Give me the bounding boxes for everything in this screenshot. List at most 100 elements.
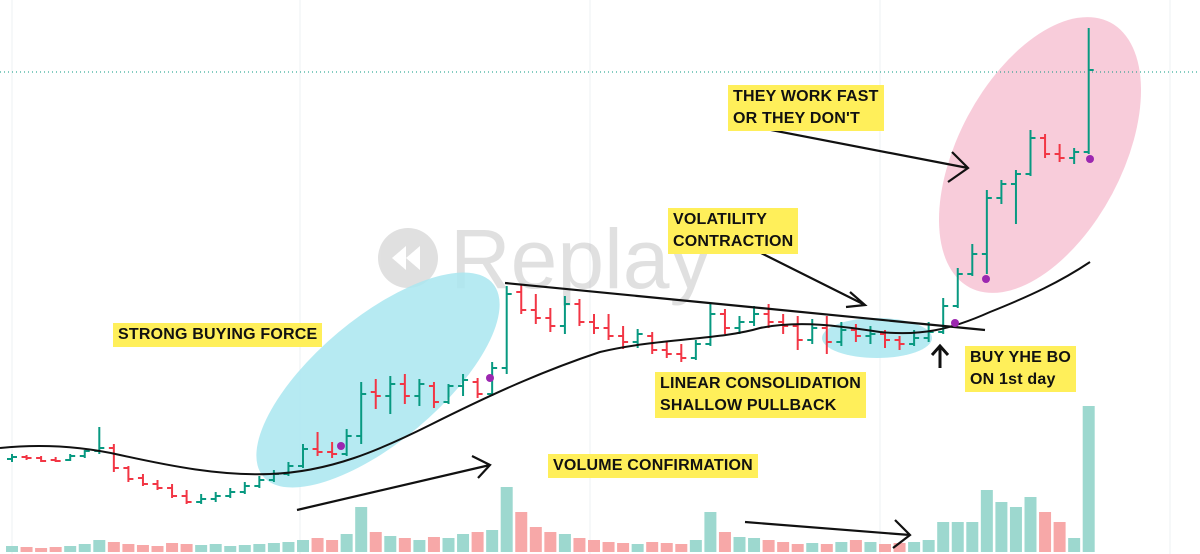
signal-dot bbox=[982, 275, 990, 283]
volume-bar bbox=[93, 540, 106, 552]
volume-bar bbox=[282, 542, 295, 552]
volume-bar bbox=[35, 548, 48, 552]
volume-bar bbox=[369, 532, 382, 552]
volume-bar bbox=[340, 534, 353, 552]
volume-bar bbox=[849, 540, 862, 552]
volume-bar bbox=[762, 540, 775, 552]
signal-dots bbox=[337, 155, 1094, 450]
volume-bar bbox=[777, 542, 790, 552]
volume-bar bbox=[864, 542, 877, 552]
annotation: VOLATILITY CONTRACTION bbox=[668, 208, 799, 254]
annotation: THEY WORK FAST OR THEY DON'T bbox=[728, 85, 884, 131]
annotation: VOLUME CONFIRMATION bbox=[548, 454, 758, 478]
volume-bar bbox=[209, 544, 222, 552]
annotation-line: SHALLOW PULLBACK bbox=[660, 397, 837, 414]
annotation-line: OR THEY DON'T bbox=[733, 110, 861, 127]
volume-bar bbox=[413, 540, 426, 552]
volume-bar bbox=[1053, 522, 1066, 552]
price-layer bbox=[0, 28, 1200, 504]
volume-bar bbox=[457, 534, 470, 552]
annotation-line: LINEAR CONSOLIDATION bbox=[660, 375, 862, 392]
annotation: LINEAR CONSOLIDATION SHALLOW PULLBACK bbox=[655, 372, 867, 418]
arrow bbox=[930, 343, 950, 368]
volume-bar bbox=[646, 542, 659, 552]
volume-bar bbox=[253, 544, 266, 552]
volume-bar bbox=[384, 536, 397, 552]
volume-bar bbox=[980, 490, 993, 552]
volume-bar bbox=[951, 522, 964, 552]
annotation: BUY YHE BO ON 1st day bbox=[965, 346, 1076, 392]
volume-bar bbox=[1009, 507, 1022, 552]
signal-dot bbox=[337, 442, 345, 450]
volume-bar bbox=[1039, 512, 1052, 552]
watermark-icon bbox=[392, 246, 420, 270]
volume-bar bbox=[544, 532, 557, 552]
arrow bbox=[296, 455, 492, 512]
volume-bar bbox=[195, 545, 208, 552]
volume-bar bbox=[136, 545, 149, 552]
volume-bar bbox=[748, 538, 761, 552]
highlight-ellipse bbox=[938, 17, 1142, 293]
volume-bar bbox=[224, 546, 237, 552]
volume-bar bbox=[500, 487, 513, 552]
volume-bar bbox=[791, 544, 804, 552]
annotation-line: ON 1st day bbox=[970, 371, 1056, 388]
signal-dot bbox=[486, 374, 494, 382]
volume-bar bbox=[879, 544, 891, 552]
volume-bar bbox=[733, 537, 746, 552]
volume-bar bbox=[689, 540, 702, 552]
volume-bar bbox=[78, 544, 91, 552]
volume-bar bbox=[995, 502, 1008, 552]
volume-bar bbox=[64, 546, 77, 552]
signal-dot bbox=[1086, 155, 1094, 163]
volume-bar bbox=[573, 538, 586, 552]
volume-bar bbox=[835, 542, 848, 552]
volume-bar bbox=[297, 540, 309, 552]
arrow bbox=[744, 519, 912, 549]
volume-bar bbox=[166, 543, 179, 552]
volume-bar bbox=[107, 542, 120, 552]
annotation-line: VOLUME CONFIRMATION bbox=[553, 457, 753, 474]
trend-line bbox=[504, 281, 986, 332]
volume-bar bbox=[893, 543, 906, 552]
volume-bar bbox=[937, 522, 950, 552]
volume-bar bbox=[966, 522, 979, 552]
volume-bar bbox=[806, 543, 819, 552]
annotation-line: THEY WORK FAST bbox=[733, 88, 879, 105]
volume-bar bbox=[631, 544, 644, 552]
volume-bar bbox=[471, 532, 484, 552]
volume-bar bbox=[326, 540, 339, 552]
volume-bar bbox=[486, 530, 499, 552]
volume-bar bbox=[922, 540, 935, 552]
volume-bar bbox=[355, 507, 368, 552]
volume-bar bbox=[675, 544, 688, 552]
volume-bar bbox=[427, 537, 440, 552]
volume-bar bbox=[588, 540, 600, 552]
volume-bar bbox=[704, 512, 717, 552]
volume-bar bbox=[529, 527, 542, 552]
annotation-line: BUY YHE BO bbox=[970, 349, 1071, 366]
volume-bar bbox=[602, 542, 615, 552]
annotation-line: STRONG BUYING FORCE bbox=[118, 326, 318, 343]
volume-bar bbox=[1082, 406, 1095, 552]
volume-bar bbox=[660, 543, 673, 552]
volume-layer bbox=[6, 406, 1095, 552]
arrow bbox=[744, 123, 970, 183]
arrow bbox=[754, 249, 868, 309]
volume-bar bbox=[1068, 538, 1081, 552]
volume-bar bbox=[442, 538, 455, 552]
volume-bar bbox=[820, 544, 833, 552]
volume-bar bbox=[1024, 497, 1037, 552]
volume-bar bbox=[49, 547, 62, 552]
volume-bar bbox=[6, 546, 18, 552]
volume-bar bbox=[617, 543, 630, 552]
volume-bar bbox=[267, 543, 280, 552]
volume-bar bbox=[238, 545, 251, 552]
volume-bar bbox=[908, 542, 921, 552]
volume-bar bbox=[558, 534, 571, 552]
annotation-line: CONTRACTION bbox=[673, 233, 794, 250]
signal-dot bbox=[951, 319, 959, 327]
